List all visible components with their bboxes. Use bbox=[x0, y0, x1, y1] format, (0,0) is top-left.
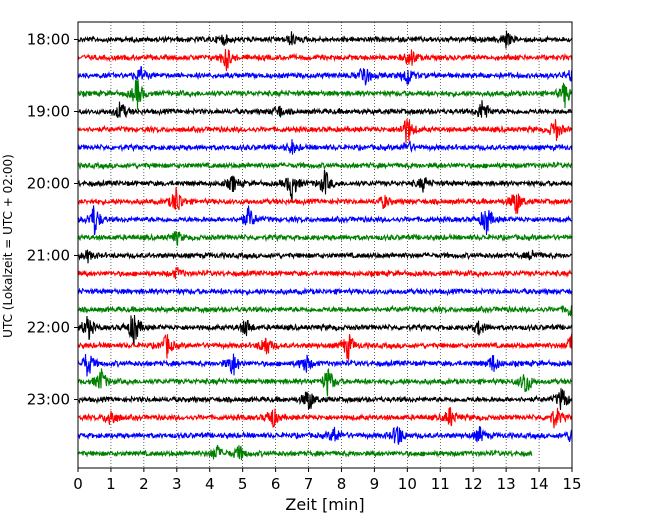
seismogram-trace bbox=[77, 444, 533, 461]
x-tick-label: 1 bbox=[106, 475, 116, 493]
seismogram-trace bbox=[77, 230, 573, 247]
seismogram-trace bbox=[77, 388, 573, 411]
seismogram-trace bbox=[77, 353, 573, 377]
x-tick-label: 9 bbox=[370, 475, 380, 493]
x-tick-label: 15 bbox=[562, 475, 581, 493]
seismogram-trace bbox=[77, 333, 573, 361]
seismogram-trace bbox=[77, 249, 573, 264]
seismogram-trace bbox=[77, 30, 573, 49]
x-tick-label: 11 bbox=[431, 475, 450, 493]
x-tick-label: 0 bbox=[73, 475, 83, 493]
y-axis-ticks: 18:00 19:00 20:00 21:00 22:00 23:00 bbox=[27, 31, 78, 409]
y-tick-label: 22:00 bbox=[27, 319, 70, 337]
x-tick-label: 3 bbox=[172, 475, 182, 493]
seismogram-trace bbox=[77, 161, 573, 171]
seismogram-trace bbox=[77, 66, 573, 86]
y-tick-label: 19:00 bbox=[27, 103, 70, 121]
x-tick-label: 4 bbox=[205, 475, 215, 493]
seismogram-trace bbox=[77, 139, 573, 155]
y-tick-label: 18:00 bbox=[27, 31, 70, 49]
seismogram-trace bbox=[77, 426, 573, 445]
x-tick-label: 14 bbox=[530, 475, 549, 493]
x-axis-title: Zeit [min] bbox=[285, 495, 364, 514]
seismogram-trace bbox=[77, 407, 573, 429]
seismogram-trace bbox=[77, 205, 573, 236]
x-tick-label: 7 bbox=[304, 475, 314, 493]
seismogram-traces bbox=[77, 30, 573, 461]
seismogram-trace bbox=[77, 314, 573, 346]
y-tick-label: 23:00 bbox=[27, 391, 70, 409]
seismogram-trace bbox=[77, 169, 573, 203]
seismogram-trace bbox=[77, 267, 573, 280]
x-tick-label: 10 bbox=[398, 475, 417, 493]
x-tick-label: 2 bbox=[139, 475, 149, 493]
plot-frame bbox=[77, 21, 573, 469]
x-tick-label: 13 bbox=[497, 475, 516, 493]
y-tick-label: 21:00 bbox=[27, 247, 70, 265]
x-tick-label: 12 bbox=[464, 475, 483, 493]
seismogram-trace bbox=[77, 304, 573, 318]
x-tick-label: 5 bbox=[238, 475, 248, 493]
seismogram-trace bbox=[77, 79, 573, 110]
x-tick-label: 6 bbox=[271, 475, 281, 493]
seismogram-trace bbox=[77, 48, 573, 72]
seismogram-trace bbox=[77, 187, 573, 214]
x-tick-label: 8 bbox=[337, 475, 347, 493]
y-axis-title: UTC (Lokalzeit = UTC + 02:00) bbox=[1, 154, 15, 338]
seismogram-trace bbox=[77, 118, 573, 143]
seismogram-trace bbox=[77, 367, 573, 397]
x-axis-ticks: 0 1 2 3 4 5 6 7 8 9 10 11 12 13 14 15 bbox=[73, 468, 582, 493]
seismogram-trace bbox=[77, 100, 573, 119]
seismogram-trace bbox=[77, 287, 573, 297]
y-tick-label: 20:00 bbox=[27, 175, 70, 193]
